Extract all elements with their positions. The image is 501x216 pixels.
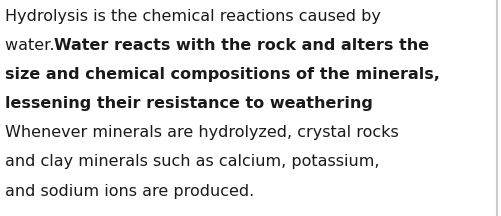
Text: .: . <box>336 96 341 111</box>
Text: Water reacts with the rock and alters the: Water reacts with the rock and alters th… <box>55 38 429 53</box>
Text: water.: water. <box>6 38 60 53</box>
Text: size and chemical compositions of the minerals,: size and chemical compositions of the mi… <box>6 67 440 82</box>
Text: and sodium ions are produced.: and sodium ions are produced. <box>6 184 255 199</box>
Text: Whenever minerals are hydrolyzed, crystal rocks: Whenever minerals are hydrolyzed, crysta… <box>6 125 399 140</box>
Text: lessening their resistance to weathering: lessening their resistance to weathering <box>6 96 373 111</box>
Text: and clay minerals such as calcium, potassium,: and clay minerals such as calcium, potas… <box>6 154 380 169</box>
Text: Hydrolysis is the chemical reactions caused by: Hydrolysis is the chemical reactions cau… <box>6 9 381 24</box>
